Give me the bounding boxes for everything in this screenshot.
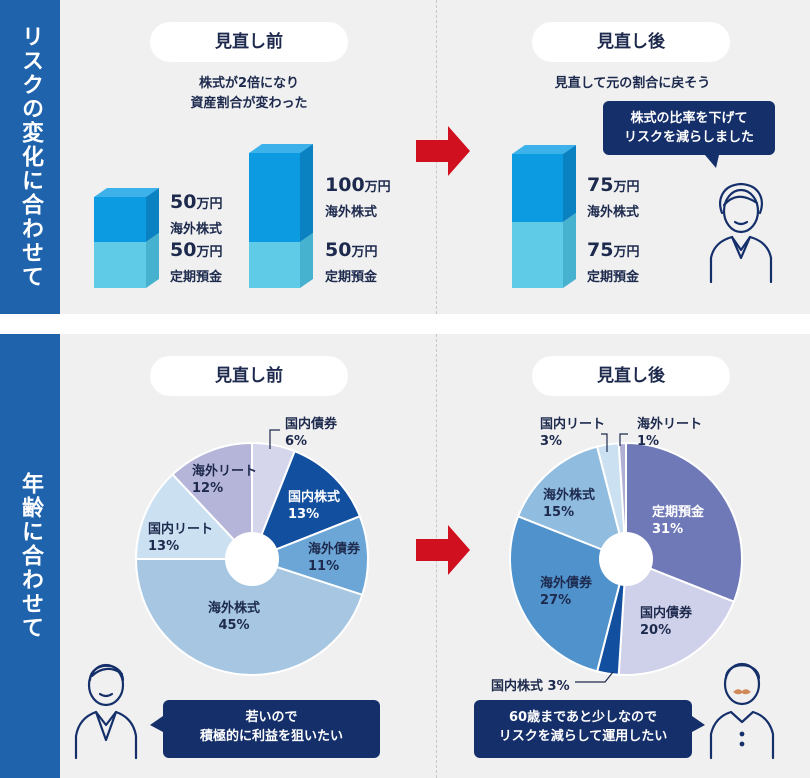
- bubble-tail: [692, 716, 705, 732]
- after-title: 見直し後: [532, 22, 730, 62]
- label-after-foreign-reit: 海外リート 1%: [637, 417, 703, 449]
- bar2-deposit: [249, 242, 300, 288]
- label-before-domestic-reit: 国内リート 13%: [148, 522, 214, 554]
- bar1-deposit: [94, 242, 146, 288]
- after-desc: 見直して元の割合に戻そう: [554, 76, 711, 91]
- bar2-deposit-amount: 50万円: [325, 239, 378, 261]
- pie-slice: [134, 558, 364, 676]
- bar2-stock-side: [300, 144, 313, 242]
- person-young-man-icon: [74, 663, 138, 760]
- label-before-foreign-reit: 海外リート 12%: [192, 464, 258, 496]
- label-before-foreign-bond: 海外債券 11%: [308, 542, 361, 574]
- pie-slice: [625, 441, 743, 604]
- stacked-bar-chart: [94, 126, 576, 288]
- bar1-deposit-side: [146, 233, 159, 288]
- label-after-foreign-bond: 海外債券 27%: [540, 576, 593, 608]
- bar3-deposit-label: 定期預金: [587, 270, 640, 285]
- pie-after-title: 見直し後: [532, 356, 730, 396]
- label-after-deposit: 定期預金 31%: [652, 505, 705, 537]
- bar1-stock-side: [146, 188, 159, 242]
- bubble-tail: [150, 716, 163, 732]
- bar3-stock-side: [563, 145, 576, 222]
- pie-slice: [617, 557, 736, 676]
- pie-before-title: 見直し前: [150, 356, 348, 396]
- label-before-domestic-bond: 国内債券 6%: [285, 417, 338, 449]
- person-woman-icon: [705, 155, 773, 284]
- bar1-deposit-amount: 50万円: [170, 239, 223, 261]
- pie-slice: [250, 449, 362, 561]
- bar1-stock: [94, 197, 146, 242]
- bar3-deposit: [512, 222, 563, 288]
- speech-bubble-top: 株式の比率を下げて リスクを減らしました: [603, 101, 775, 155]
- bar3-stock-label: 海外株式: [587, 205, 640, 220]
- arrow-icon: [416, 126, 470, 176]
- bar1-stock-top: [94, 188, 159, 197]
- bar2-stock-top: [249, 144, 313, 153]
- bar2-deposit-label: 定期預金: [325, 270, 378, 285]
- leader-line: [575, 671, 614, 683]
- bar2-stock-label: 海外株式: [325, 205, 378, 220]
- speech-bubble-before: 若いので 積極的に利益を狙いたい: [163, 700, 380, 758]
- section-label-age: 年齢に合わせて: [0, 334, 60, 778]
- bar1-stock-amount: 50万円: [170, 191, 223, 213]
- pie-after: [509, 441, 743, 676]
- label-after-domestic-stock: 国内株式 3%: [491, 679, 570, 694]
- bar3-deposit-side: [563, 213, 576, 288]
- leader-line: [619, 433, 628, 446]
- bar2-stock: [249, 153, 300, 242]
- pie-slice: [617, 441, 627, 560]
- before-title: 見直し前: [150, 22, 348, 62]
- mustache-icon: [733, 689, 751, 695]
- pie-slice: [249, 514, 369, 597]
- pie-before: [134, 441, 369, 676]
- bar2-deposit-side: [300, 233, 313, 288]
- label-after-foreign-stock: 海外株式 15%: [543, 488, 596, 520]
- bar3-stock: [512, 154, 563, 222]
- label-before-domestic-stock: 国内株式 13%: [288, 490, 341, 522]
- pie-slice: [134, 473, 255, 560]
- pie-hole: [599, 532, 653, 586]
- before-desc-line1: 株式が2倍になり: [198, 76, 300, 91]
- bar1-stock-label: 海外株式: [170, 222, 223, 237]
- bar1-deposit-label: 定期預金: [170, 270, 223, 285]
- pie-slice: [171, 441, 253, 562]
- bar3-stock-top: [512, 145, 576, 154]
- pie-slice: [509, 514, 628, 673]
- label-before-foreign-stock: 海外株式 45%: [208, 601, 261, 633]
- section-label-risk: リスクの変化に合わせて: [0, 0, 60, 314]
- bar3-deposit-amount: 75万円: [587, 239, 640, 261]
- bar3-stock-amount: 75万円: [587, 174, 640, 196]
- label-after-domestic-reit: 国内リート 3%: [540, 417, 606, 449]
- pie-hole: [225, 532, 279, 586]
- leader-line: [601, 433, 608, 452]
- leader-line: [269, 429, 280, 449]
- bar2-stock-amount: 100万円: [325, 174, 391, 196]
- pie-slice: [516, 445, 628, 561]
- arrow-icon: [416, 525, 470, 575]
- speech-bubble-after: 60歳まであと少しなので リスクを減らして運用したい: [474, 700, 692, 758]
- before-desc-line2: 資産割合が変わった: [190, 96, 308, 111]
- person-older-man-icon: [709, 662, 775, 760]
- label-after-domestic-bond: 国内債券 20%: [640, 606, 693, 638]
